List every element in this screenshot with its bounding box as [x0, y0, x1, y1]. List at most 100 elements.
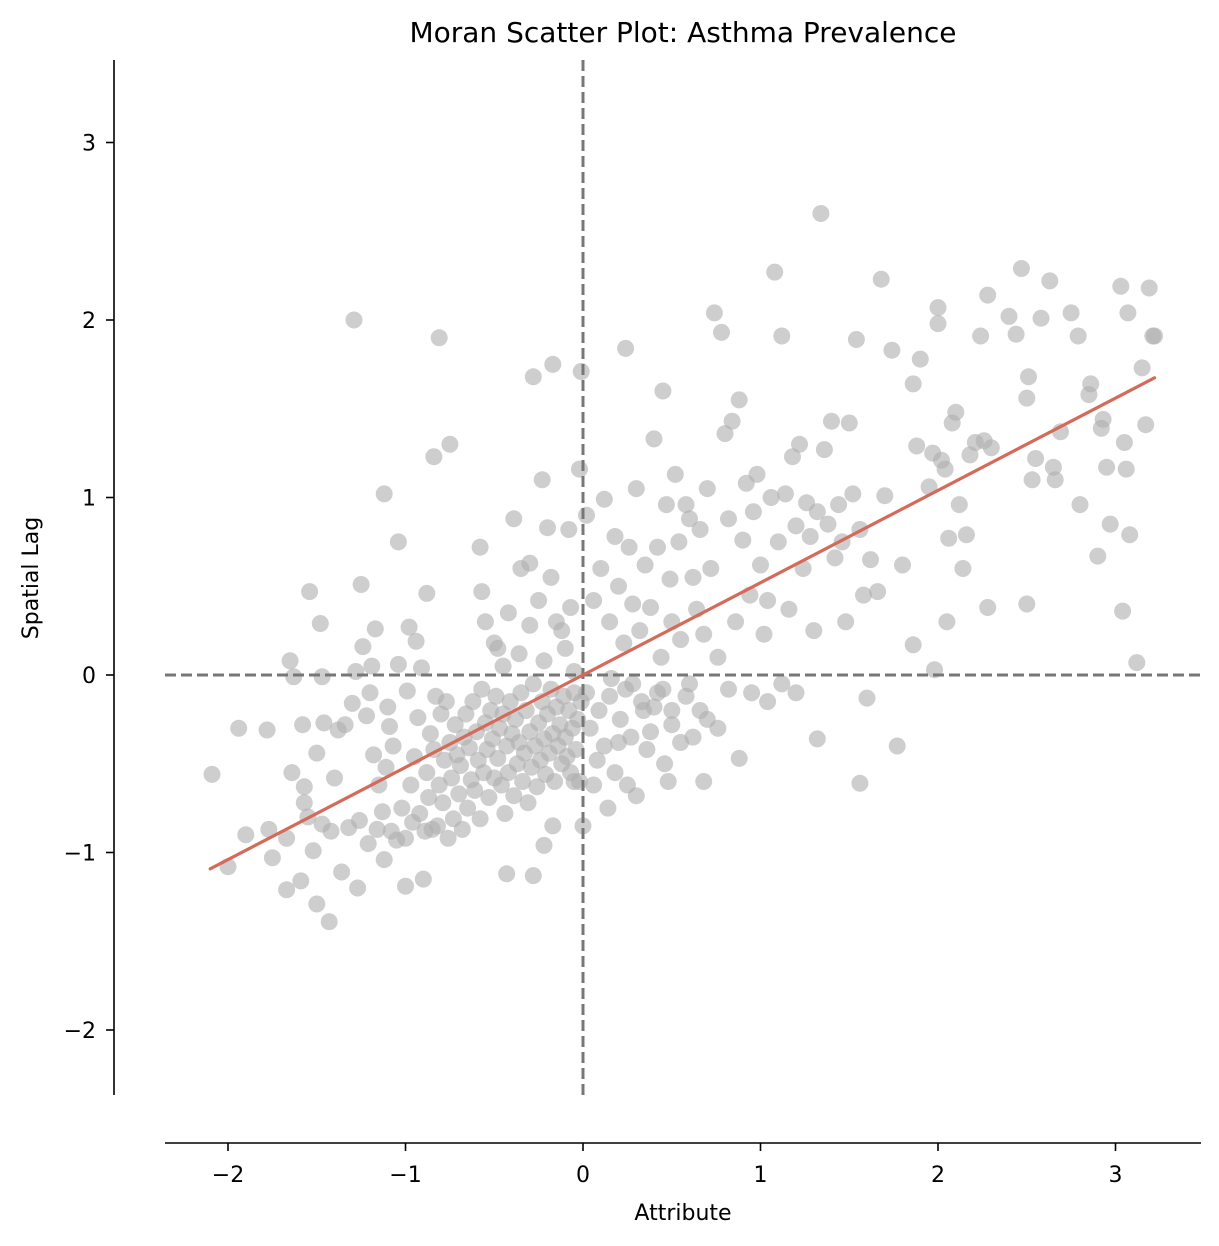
chart-title: Moran Scatter Plot: Asthma Prevalence — [409, 16, 956, 49]
data-point — [791, 435, 808, 453]
y-tick-label: 3 — [82, 132, 96, 157]
data-point — [578, 684, 595, 702]
data-point — [411, 805, 429, 822]
data-point — [815, 441, 833, 459]
data-point — [260, 820, 278, 838]
data-point — [872, 270, 890, 288]
data-point — [349, 879, 367, 897]
data-point — [375, 485, 393, 503]
data-point — [450, 785, 468, 803]
data-point — [773, 327, 791, 345]
data-point — [1119, 304, 1137, 322]
data-point — [453, 820, 471, 838]
data-point — [855, 586, 872, 604]
data-point — [1032, 309, 1050, 327]
data-point — [844, 485, 862, 503]
data-point — [498, 865, 516, 883]
data-point — [654, 680, 672, 698]
y-tick-label: 0 — [82, 664, 96, 689]
data-point — [610, 734, 627, 751]
data-point — [203, 765, 221, 783]
data-point — [624, 675, 642, 693]
data-point — [627, 480, 645, 498]
data-point — [487, 687, 505, 705]
data-point — [397, 829, 414, 847]
data-point — [611, 710, 629, 728]
data-point — [618, 776, 636, 794]
data-point — [840, 414, 858, 432]
data-point — [638, 741, 656, 758]
data-point — [940, 529, 958, 547]
data-point — [471, 810, 489, 828]
data-point — [379, 698, 397, 716]
data-point — [1117, 460, 1135, 478]
data-point — [320, 913, 338, 931]
data-point — [402, 776, 420, 794]
data-point — [397, 877, 414, 895]
data-point — [1007, 325, 1025, 343]
data-point — [713, 323, 730, 341]
data-point — [858, 689, 876, 707]
data-point — [979, 286, 997, 304]
data-point — [1023, 471, 1041, 489]
data-point — [911, 350, 929, 368]
data-point — [400, 618, 418, 636]
data-point — [659, 773, 677, 790]
regression-line — [208, 376, 1157, 871]
data-point — [345, 311, 363, 329]
data-point — [278, 829, 296, 847]
data-point — [505, 787, 523, 805]
data-point — [1137, 416, 1155, 434]
data-point — [343, 694, 361, 712]
data-point — [283, 764, 301, 782]
data-point — [649, 538, 666, 556]
data-point — [413, 659, 430, 677]
data-point — [420, 789, 438, 806]
data-point — [565, 773, 583, 790]
data-point — [654, 382, 672, 400]
data-point — [847, 331, 865, 348]
data-point — [862, 551, 879, 569]
data-point — [720, 510, 737, 528]
data-point — [670, 533, 688, 551]
data-point — [876, 487, 894, 505]
data-point — [661, 570, 679, 588]
data-point — [1140, 279, 1158, 297]
data-point — [292, 872, 310, 890]
data-point — [601, 687, 619, 705]
data-point — [1146, 327, 1164, 345]
data-point — [237, 826, 255, 844]
data-point — [375, 851, 393, 869]
data-point — [547, 613, 565, 631]
data-point — [492, 776, 510, 794]
data-point — [333, 863, 351, 881]
data-point — [535, 652, 553, 670]
data-point — [1041, 272, 1059, 290]
data-point — [883, 341, 901, 359]
data-point — [888, 737, 906, 755]
data-point — [826, 549, 844, 567]
data-point — [1062, 304, 1080, 322]
data-point — [601, 613, 619, 631]
data-point — [592, 560, 610, 577]
data-point — [599, 799, 617, 817]
x-tick-label: 1 — [754, 1163, 768, 1188]
data-point — [510, 645, 528, 663]
data-point — [533, 471, 551, 489]
data-point — [546, 773, 564, 790]
data-point — [437, 693, 455, 711]
data-point — [539, 519, 556, 537]
data-point — [544, 355, 562, 373]
data-point — [657, 496, 675, 514]
data-point — [769, 533, 787, 551]
x-tick-label: 3 — [1109, 1163, 1123, 1188]
data-point — [954, 560, 972, 577]
data-point — [359, 835, 377, 853]
data-point — [496, 805, 514, 822]
data-point — [389, 655, 407, 673]
data-point — [1027, 450, 1045, 467]
data-point — [585, 592, 603, 609]
points-layer — [203, 205, 1164, 931]
data-point — [1128, 654, 1146, 672]
